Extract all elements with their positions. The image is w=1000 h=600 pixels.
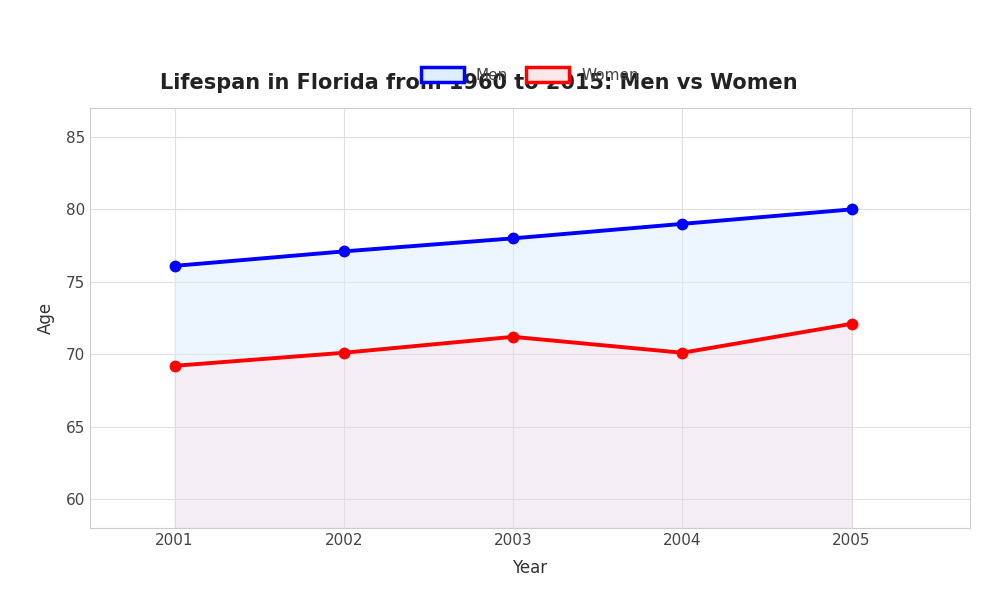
Text: Lifespan in Florida from 1960 to 2015: Men vs Women: Lifespan in Florida from 1960 to 2015: M… [160,73,798,92]
Y-axis label: Age: Age [37,302,55,334]
Legend: Men, Women: Men, Women [415,61,645,89]
X-axis label: Year: Year [512,559,548,577]
